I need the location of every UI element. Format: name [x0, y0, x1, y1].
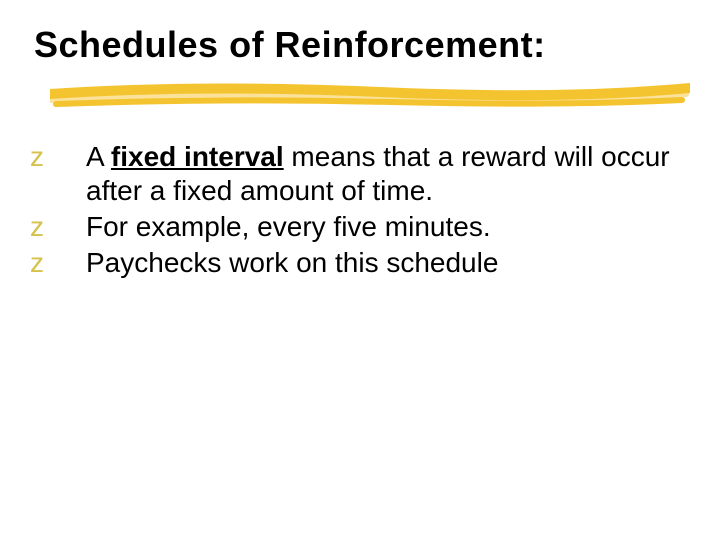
- slide: Schedules of Reinforcement: zA fixed int…: [0, 0, 720, 540]
- title-underline-brush: [50, 78, 690, 112]
- bullet-text-pre: A: [86, 141, 111, 172]
- bullet-item: zA fixed interval means that a reward wi…: [58, 140, 678, 208]
- bullet-icon: z: [58, 210, 86, 244]
- slide-body: zA fixed interval means that a reward wi…: [58, 140, 678, 283]
- bullet-text-emph: fixed interval: [111, 141, 284, 172]
- bullet-item: zFor example, every five minutes.: [58, 210, 678, 244]
- bullet-text-pre: Paychecks work on this schedule: [86, 247, 498, 278]
- bullet-icon: z: [58, 140, 86, 174]
- bullet-item: zPaychecks work on this schedule: [58, 246, 678, 280]
- bullet-text-pre: For example, every five minutes.: [86, 211, 491, 242]
- bullet-icon: z: [58, 246, 86, 280]
- slide-title: Schedules of Reinforcement:: [34, 24, 546, 66]
